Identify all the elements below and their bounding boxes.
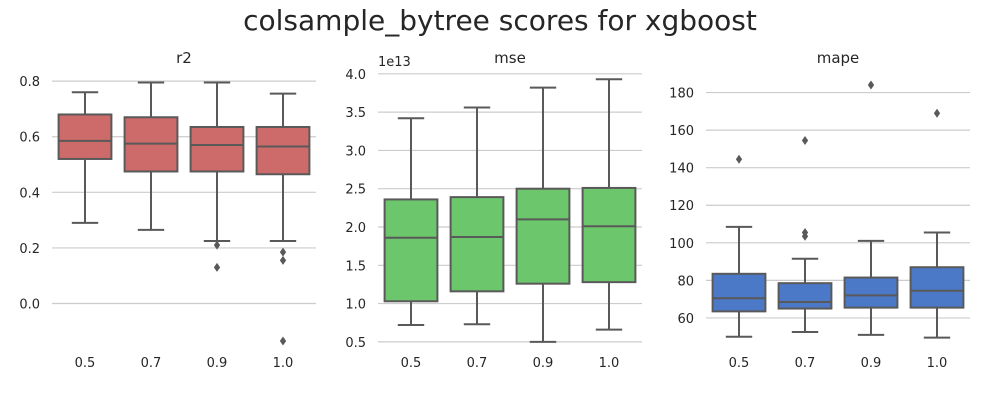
y-tick-label: 3.5	[345, 106, 366, 121]
box-iqr	[449, 196, 505, 293]
y-tick-label: 2.0	[345, 221, 366, 236]
box-0.7	[777, 135, 833, 334]
y-tick-label: 180	[669, 87, 694, 102]
box-iqr	[581, 186, 637, 284]
outlier-point	[279, 255, 287, 265]
box-0.9	[189, 81, 245, 272]
subplot-r2: r2 0.0 0.2 0.4 0.6 0.8 0.5 0.7 0.9 1.0	[19, 49, 316, 371]
y-tick-label: 0.5	[345, 336, 366, 351]
outlier-point	[213, 240, 221, 250]
outlier-point	[801, 135, 809, 145]
axis-offset-text: 1e13	[378, 55, 411, 70]
box-1.0	[581, 78, 637, 331]
y-tick-label: 0.2	[19, 242, 40, 257]
y-tick-label: 80	[677, 274, 694, 289]
y-tick-label: 160	[669, 124, 694, 139]
subplot-title: r2	[176, 49, 192, 67]
x-tick-label: 0.5	[75, 356, 96, 371]
x-tick-label: 1.0	[927, 356, 948, 371]
subplot-mape: mape 60 80 100 120 140 160 180 0.5 0.7 0.9 1.0	[669, 49, 970, 371]
x-tick-label: 0.9	[207, 356, 228, 371]
x-tick-label: 0.5	[729, 356, 750, 371]
box-0.9	[515, 86, 571, 343]
box-0.7	[123, 81, 179, 231]
y-tick-label: 0.6	[19, 131, 40, 146]
box-iqr	[843, 276, 899, 309]
box-iqr	[57, 113, 113, 160]
y-tick-label: 0.4	[19, 186, 40, 201]
box-iqr	[711, 272, 767, 313]
box-1.0	[909, 108, 965, 339]
x-tick-label: 0.7	[795, 356, 816, 371]
subplot-title: mse	[494, 49, 526, 67]
box-iqr	[255, 125, 311, 176]
x-tick-label: 0.7	[467, 356, 488, 371]
y-tick-label: 4.0	[345, 68, 366, 83]
x-tick-label: 0.7	[141, 356, 162, 371]
box-iqr	[909, 266, 965, 309]
box-0.9	[843, 80, 899, 336]
figure-title: colsample_bytree scores for xgboost	[243, 4, 757, 37]
outlier-point	[933, 108, 941, 118]
outlier-point	[867, 80, 875, 90]
box-iqr	[515, 187, 571, 285]
box-1.0	[255, 92, 311, 346]
y-tick-label: 1.5	[345, 259, 366, 274]
box-0.5	[711, 154, 767, 338]
y-tick-label: 0.8	[19, 75, 40, 90]
x-tick-label: 1.0	[599, 356, 620, 371]
box-0.5	[57, 91, 113, 224]
y-tick-label: 0.0	[19, 298, 40, 313]
box-iqr	[189, 125, 245, 173]
y-tick-label: 60	[677, 312, 694, 327]
box-iqr	[777, 282, 833, 310]
outlier-point	[735, 154, 743, 164]
outlier-point	[279, 336, 287, 346]
outlier-point	[213, 262, 221, 272]
x-tick-label: 0.9	[533, 356, 554, 371]
x-tick-label: 0.9	[861, 356, 882, 371]
box-0.5	[383, 117, 439, 327]
y-tick-label: 1.0	[345, 298, 366, 313]
y-tick-label: 120	[669, 199, 694, 214]
x-tick-label: 0.5	[401, 356, 422, 371]
y-tick-label: 100	[669, 237, 694, 252]
outlier-point	[279, 247, 287, 257]
subplot-title: mape	[817, 49, 860, 67]
box-iqr	[383, 198, 439, 303]
y-tick-label: 140	[669, 162, 694, 177]
outlier-point	[801, 227, 809, 237]
x-tick-label: 1.0	[273, 356, 294, 371]
subplot-mse: mse 1e13 0.5 1.0 1.5 2.0 2.5 3.0 3.5 4.0 0.5 0.7 0.9…	[345, 49, 642, 371]
box-0.7	[449, 106, 505, 326]
y-tick-label: 2.5	[345, 183, 366, 198]
y-tick-label: 3.0	[345, 144, 366, 159]
